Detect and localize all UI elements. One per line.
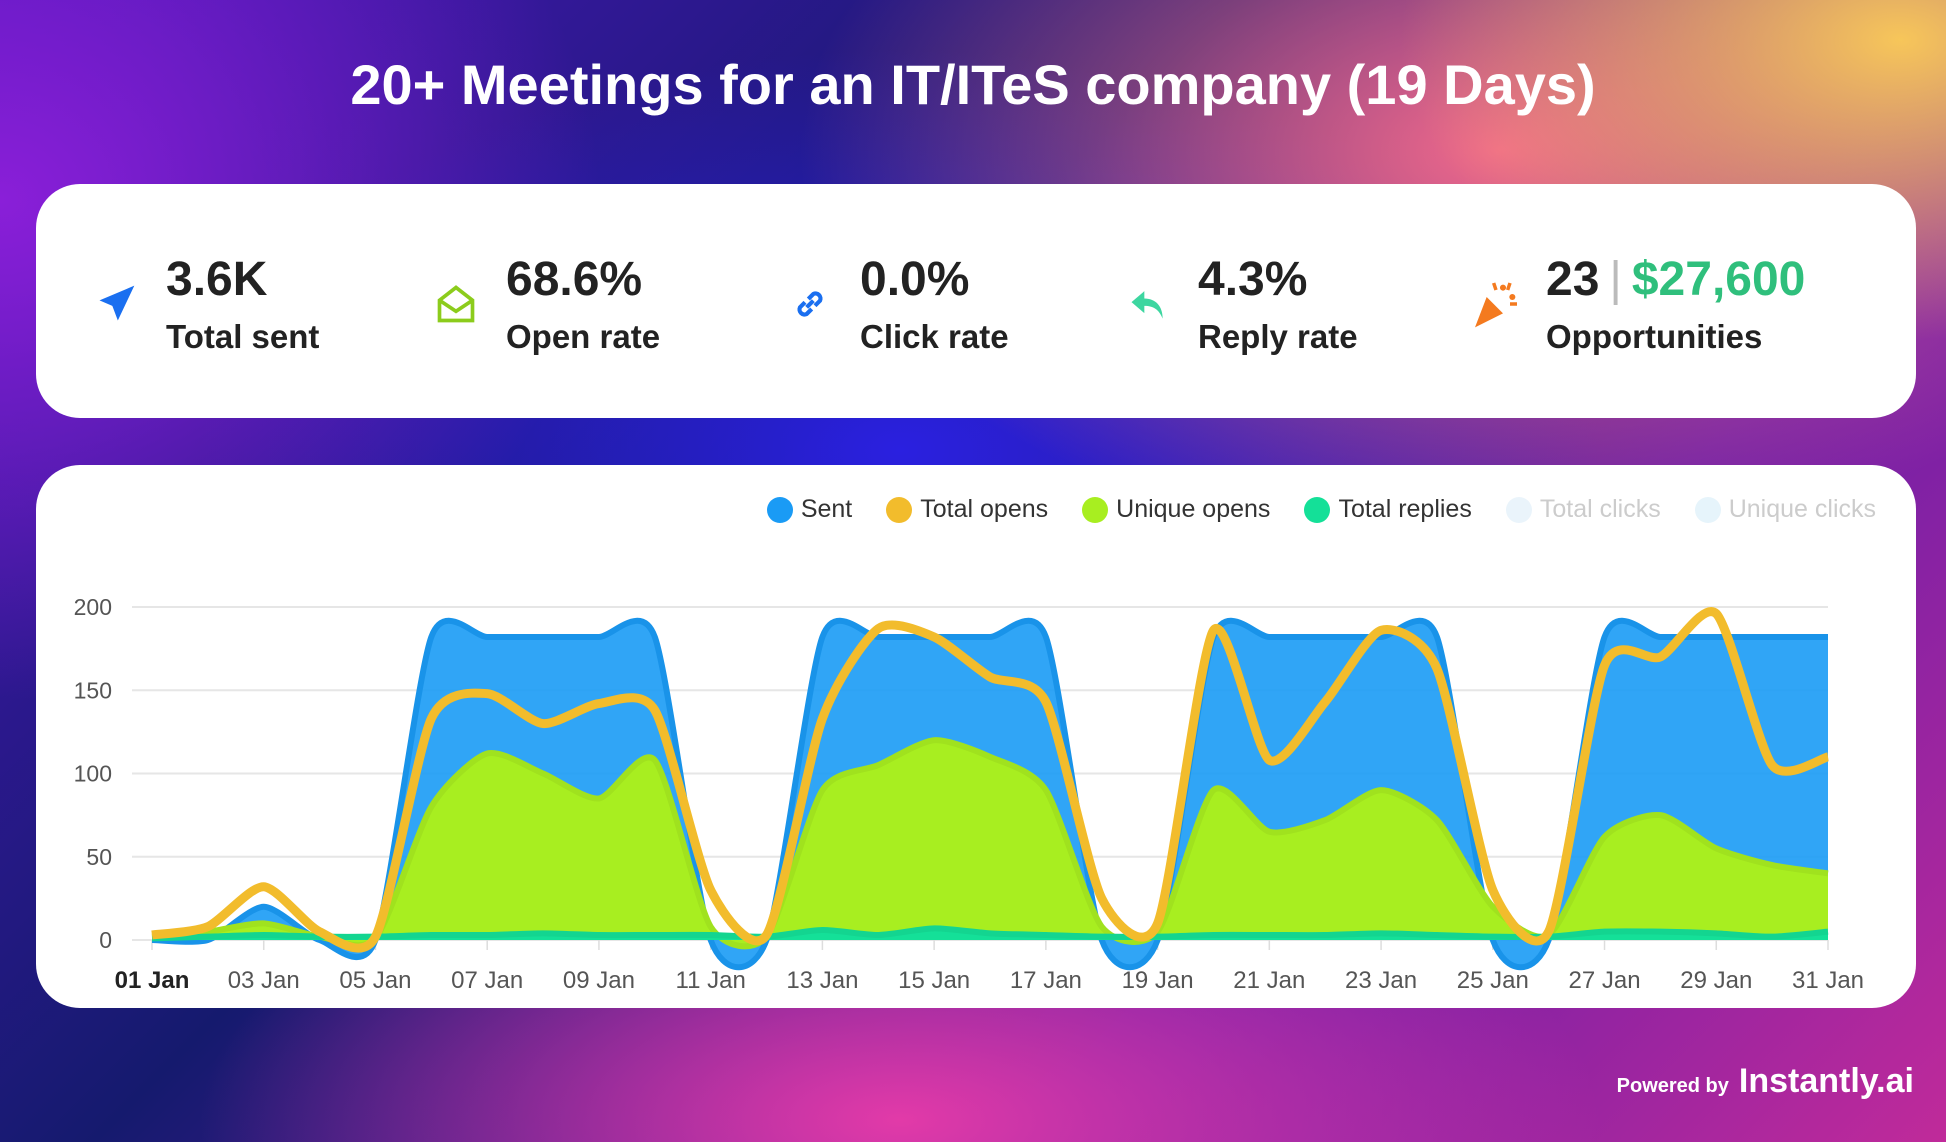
stat-label: Opportunities xyxy=(1546,318,1763,355)
stat-label: Reply rate xyxy=(1198,318,1358,355)
stat-opportunities: 23 | $27,600 Opportunities xyxy=(1466,250,1805,356)
legend-label: Total clicks xyxy=(1539,495,1661,523)
legend-item-sent[interactable]: Sent xyxy=(766,495,853,524)
x-tick-label: 21 Jan xyxy=(1233,967,1305,994)
chart-legend: Sent Total opens Unique opens Total replies… xyxy=(766,495,1876,524)
stat-value: 4.3% xyxy=(1198,253,1308,306)
x-tick-label: 29 Jan xyxy=(1680,967,1752,994)
x-tick-label: 05 Jan xyxy=(339,967,411,994)
link-icon xyxy=(780,274,840,334)
legend-item-total-opens[interactable]: Total opens xyxy=(886,495,1048,524)
stat-open-rate: 68.6% Open rate xyxy=(426,250,660,356)
page-title: 20+ Meetings for an IT/ITeS company (19 … xyxy=(350,53,1596,116)
x-tick-label: 13 Jan xyxy=(786,967,858,994)
y-tick-label: 150 xyxy=(74,677,112,703)
x-tick-label: 11 Jan xyxy=(676,967,746,994)
opportunity-value: $27,600 xyxy=(1631,253,1806,306)
paper-plane-icon xyxy=(86,274,146,334)
powered-by-text: Powered by xyxy=(1616,1075,1729,1097)
line-sent xyxy=(151,617,1828,971)
legend-label: Total opens xyxy=(920,495,1049,523)
legend-item-unique-opens[interactable]: Unique opens xyxy=(1082,495,1270,524)
stat-value: 0.0% xyxy=(860,253,970,306)
x-tick-label: 27 Jan xyxy=(1569,967,1641,994)
stat-reply-rate: 4.3% Reply rate xyxy=(1118,250,1358,356)
x-tick-label: 03 Jan xyxy=(228,967,300,994)
legend-item-total-clicks[interactable]: Total clicks xyxy=(1505,495,1661,524)
legend-dot-icon xyxy=(1694,496,1721,523)
open-envelope-icon xyxy=(426,274,486,334)
x-tick-label: 23 Jan xyxy=(1345,967,1417,994)
legend-dot-icon xyxy=(1304,496,1331,523)
legend-dot-icon xyxy=(1505,496,1532,523)
legend-item-unique-clicks[interactable]: Unique clicks xyxy=(1694,495,1876,524)
x-tick-label: 01 Jan xyxy=(115,967,190,994)
stat-value: 68.6% xyxy=(506,253,643,306)
x-tick-label: 25 Jan xyxy=(1457,967,1529,994)
x-tick-label: 09 Jan xyxy=(563,967,635,994)
y-tick-label: 100 xyxy=(74,761,112,787)
legend-label: Unique opens xyxy=(1116,495,1271,523)
stat-label: Total sent xyxy=(166,318,320,355)
reply-arrow-icon xyxy=(1118,274,1178,334)
chart-card: Sent Total opens Unique opens Total replies… xyxy=(36,465,1916,1008)
stat-click-rate: 0.0% Click rate xyxy=(780,250,1009,356)
legend-dot-icon xyxy=(886,496,913,523)
stat-total-sent: 3.6K Total sent xyxy=(86,250,319,356)
x-tick-label: 17 Jan xyxy=(1010,967,1082,994)
chart-plot: 0 50 100 150 200 01 Jan 03 Jan 05 Jan 07 Jan 09 J… xyxy=(74,594,1864,994)
legend-dot-icon xyxy=(766,496,793,523)
y-tick-label: 0 xyxy=(99,927,112,953)
y-tick-label: 50 xyxy=(86,844,112,870)
opportunity-count: 23 xyxy=(1546,253,1600,306)
brand-logo: Instantly.ai xyxy=(1738,1062,1914,1100)
powered-by: Powered by Instantly.ai xyxy=(1617,1062,1914,1101)
x-tick-label: 15 Jan xyxy=(898,967,970,994)
x-tick-label: 19 Jan xyxy=(1122,967,1194,994)
legend-item-total-replies[interactable]: Total replies xyxy=(1304,495,1472,524)
legend-label: Sent xyxy=(800,495,853,523)
x-tick-label: 07 Jan xyxy=(451,967,523,994)
stat-label: Open rate xyxy=(506,318,661,355)
legend-dot-icon xyxy=(1082,496,1109,523)
party-popper-icon xyxy=(1466,274,1526,334)
separator: | xyxy=(1609,253,1622,306)
stat-value: 23 | $27,600 xyxy=(1546,250,1805,310)
y-tick-label: 200 xyxy=(74,594,112,620)
line-total-opens xyxy=(151,607,1830,953)
stat-label: Click rate xyxy=(860,318,1009,355)
stat-value: 3.6K xyxy=(166,253,268,306)
stats-card: 3.6K Total sent 68.6% Open rate 0.0% Click … xyxy=(36,184,1916,418)
x-tick-label: 31 Jan xyxy=(1792,967,1864,994)
legend-label: Total replies xyxy=(1338,495,1472,523)
legend-label: Unique clicks xyxy=(1728,495,1876,523)
